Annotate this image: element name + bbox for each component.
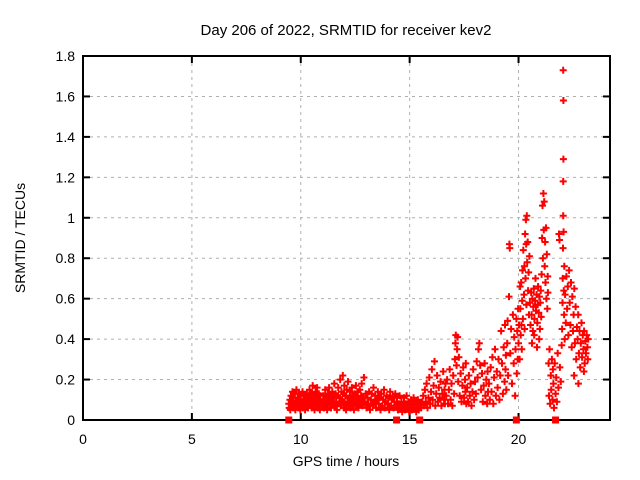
x-tick-label: 15 [402,431,418,447]
chart-title: Day 206 of 2022, SRMTID for receiver kev… [200,22,492,39]
y-tick-label: 1 [67,210,75,226]
y-tick-label: 0.6 [56,291,76,307]
data-point-square [285,416,293,424]
y-tick-label: 1.6 [56,88,76,104]
data-point-square [393,416,401,424]
plot-border [82,55,611,421]
x-tick-label: 10 [293,431,309,447]
x-tick-label: 5 [188,431,196,447]
data-point-square [416,416,424,424]
y-tick-label: 1.4 [56,129,76,145]
y-axis-label: SRMTID / TECUs [12,182,28,294]
y-tick-label: 0.8 [56,250,76,266]
x-tick-label: 0 [79,431,87,447]
data-points-plus [285,66,592,416]
y-tick-label: 0.2 [56,372,76,388]
x-axis-label: GPS time / hours [292,453,400,469]
y-tick-label: 0.4 [56,331,76,347]
data-point-square [512,416,520,424]
y-tick-label: 1.2 [56,169,76,185]
y-tick-label: 1.8 [56,48,76,64]
x-tick-label: 20 [511,431,527,447]
data-point-square [552,416,560,424]
y-tick-label: 0 [67,412,75,428]
